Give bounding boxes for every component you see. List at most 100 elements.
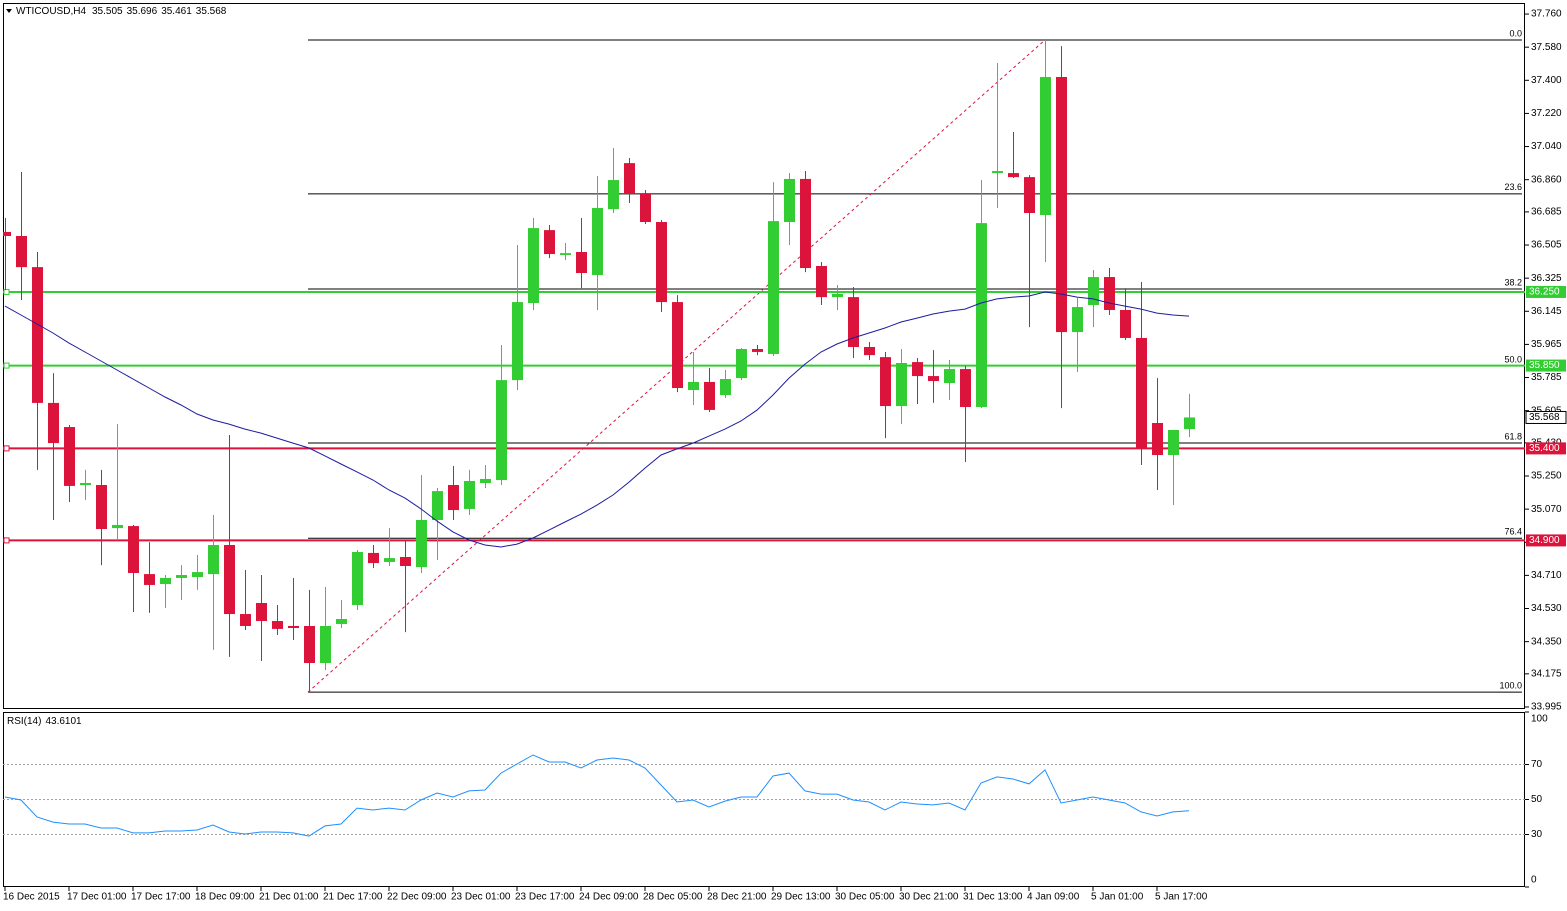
candle-body xyxy=(768,221,779,354)
candle-body xyxy=(784,178,795,223)
price-level-box xyxy=(1526,534,1566,547)
price-level-label: 35.400 xyxy=(1529,443,1560,454)
candle-body xyxy=(1072,307,1083,333)
price-level-label: 36.250 xyxy=(1529,287,1560,298)
candle-body xyxy=(192,572,203,578)
rsi-y-tick-label: 0 xyxy=(1531,875,1537,886)
candle-body xyxy=(224,545,235,615)
candle-body xyxy=(384,558,395,562)
candle-body xyxy=(544,230,555,255)
rsi-header: RSI(14) 43.6101 xyxy=(7,716,82,727)
candle-body xyxy=(656,222,667,303)
y-tick-label: 34.175 xyxy=(1531,668,1562,679)
fib-label: 38.2 xyxy=(1504,277,1522,287)
fib-label: 50.0 xyxy=(1504,354,1522,364)
candle-body xyxy=(736,349,747,379)
candle-body xyxy=(1152,422,1163,456)
candle-body xyxy=(416,519,427,568)
y-tick-label: 35.605 xyxy=(1531,405,1562,416)
current-price-label: 35.568 xyxy=(1529,412,1560,423)
rsi-y-tick-label: 100 xyxy=(1531,714,1548,725)
x-tick-label: 29 Dec 13:00 xyxy=(771,892,831,903)
candle-body xyxy=(560,253,571,255)
candle-body xyxy=(128,526,139,573)
x-tick-label: 31 Dec 13:00 xyxy=(963,892,1023,903)
candle-body xyxy=(144,574,155,585)
candle-body xyxy=(688,381,699,391)
candle-body xyxy=(1168,429,1179,456)
candle-body xyxy=(800,178,811,269)
candle-body xyxy=(48,402,59,444)
candle-body xyxy=(400,556,411,566)
candle-body xyxy=(592,208,603,276)
candle-body xyxy=(1184,417,1195,430)
x-tick-label: 21 Dec 17:00 xyxy=(323,892,383,903)
candle-body xyxy=(640,193,651,223)
price-level-handle xyxy=(3,445,10,452)
candle-body xyxy=(1056,76,1067,333)
x-tick-label: 22 Dec 09:00 xyxy=(387,892,447,903)
candle-body xyxy=(320,625,331,663)
x-tick-label: 30 Dec 05:00 xyxy=(835,892,895,903)
candle-body xyxy=(448,485,459,511)
y-tick-label: 37.400 xyxy=(1531,75,1562,86)
header-close: 35.568 xyxy=(196,6,227,17)
candle-body xyxy=(576,252,587,273)
candle-body xyxy=(624,163,635,194)
candle-body xyxy=(64,427,75,486)
fib-label: 61.8 xyxy=(1504,431,1522,441)
candle-body xyxy=(80,482,91,486)
main-plot: 0.0 23.6 38.2 50.0 61.8 76.4 100.0 xyxy=(3,28,1525,693)
candle-body xyxy=(928,376,939,382)
rsi-y-tick-label: 30 xyxy=(1531,829,1543,840)
price-level-box xyxy=(1526,285,1566,298)
x-tick-label: 30 Dec 21:00 xyxy=(899,892,959,903)
y-tick-label: 35.965 xyxy=(1531,339,1562,350)
y-tick-label: 35.070 xyxy=(1531,504,1562,515)
price-level-label: 35.850 xyxy=(1529,360,1560,371)
candle-body xyxy=(752,349,763,352)
candle-body xyxy=(1120,309,1131,338)
candle-body xyxy=(160,577,171,585)
x-tick-label: 23 Dec 01:00 xyxy=(451,892,511,903)
candle-body xyxy=(1136,337,1147,449)
rsi-line xyxy=(4,754,1190,837)
candle-body xyxy=(432,491,443,520)
candle-body xyxy=(528,228,539,303)
moving-average xyxy=(4,291,1190,548)
x-tick-label: 23 Dec 17:00 xyxy=(515,892,575,903)
x-tick-label: 28 Dec 21:00 xyxy=(707,892,767,903)
candle-body xyxy=(1008,173,1019,178)
candle-body xyxy=(16,236,27,268)
candle-body xyxy=(864,346,875,356)
candle-body xyxy=(608,180,619,210)
candle-body xyxy=(208,545,219,575)
y-tick-label: 36.860 xyxy=(1531,174,1562,185)
y-tick-label: 34.710 xyxy=(1531,570,1562,581)
fib-label: 0.0 xyxy=(1509,28,1522,38)
candle-body xyxy=(304,625,315,663)
header-low: 35.461 xyxy=(161,6,192,17)
candle-body xyxy=(1104,277,1115,310)
x-tick-label: 24 Dec 09:00 xyxy=(579,892,639,903)
candle-body xyxy=(944,369,955,384)
fib-label: 100.0 xyxy=(1499,680,1522,690)
header-high: 35.696 xyxy=(127,6,158,17)
y-tick-label: 37.580 xyxy=(1531,42,1562,53)
candle-body xyxy=(912,362,923,377)
y-tick-label: 35.250 xyxy=(1531,471,1562,482)
y-tick-label: 37.220 xyxy=(1531,108,1562,119)
menu-triangle[interactable] xyxy=(6,9,12,13)
candle-body xyxy=(1088,277,1099,306)
y-tick-label: 36.325 xyxy=(1531,273,1562,284)
y-tick-label: 36.505 xyxy=(1531,240,1562,251)
candle-body xyxy=(480,478,491,483)
y-tick-label: 34.350 xyxy=(1531,636,1562,647)
candle-body xyxy=(176,575,187,578)
candle-body xyxy=(112,524,123,529)
price-level-label: 34.900 xyxy=(1529,535,1560,546)
candle-body xyxy=(976,223,987,407)
y-tick-label: 36.145 xyxy=(1531,306,1562,317)
